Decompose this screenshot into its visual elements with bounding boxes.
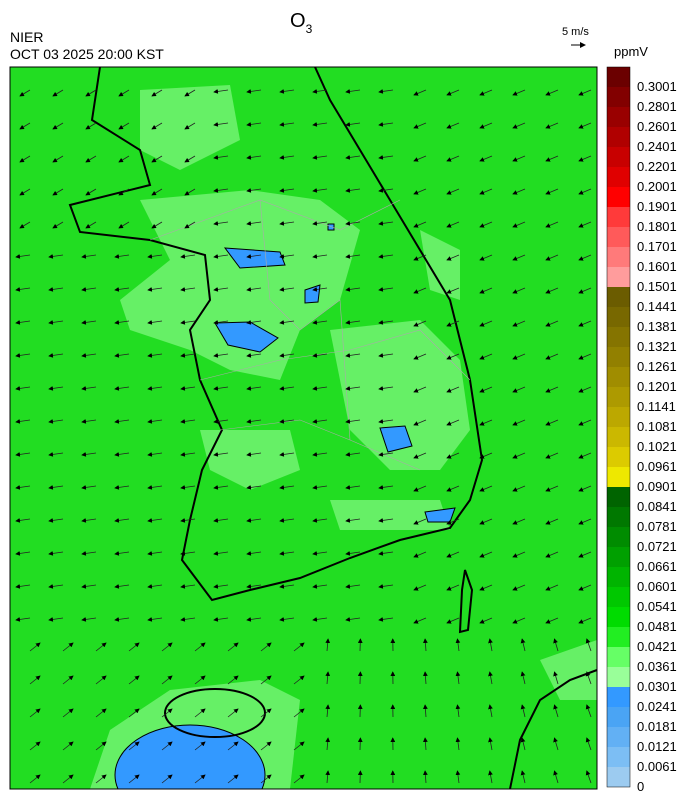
colorbar-bin (607, 707, 630, 727)
colorbar-label: 0.0181 (637, 719, 677, 734)
colorbar-label: 0.0721 (637, 539, 677, 554)
colorbar-label: 0.2001 (637, 179, 677, 194)
colorbar-label: 0.0361 (637, 659, 677, 674)
colorbar: 0.3001 0.2801 0.2601 0.2401 0.2201 0.2001 0.19… (607, 67, 677, 794)
colorbar-label: 0.2201 (637, 159, 677, 174)
colorbar-label: 0.3001 (637, 79, 677, 94)
colorbar-bin (607, 247, 630, 267)
colorbar-label: 0.0061 (637, 759, 677, 774)
colorbar-label: 0.0421 (637, 639, 677, 654)
colorbar-label: 0.1081 (637, 419, 677, 434)
colorbar-label: 0.0241 (637, 699, 677, 714)
colorbar-label: 0.0601 (637, 579, 677, 594)
colorbar-label: 0.2801 (637, 99, 677, 114)
colorbar-label: 0.1201 (637, 379, 677, 394)
colorbar-label: 0.1701 (637, 239, 677, 254)
colorbar-label: 0.1501 (637, 279, 677, 294)
title: O3 (290, 10, 313, 36)
colorbar-bin (607, 527, 630, 547)
wind-scale-label: 5 m/s (562, 26, 589, 38)
colorbar-label: 0.2601 (637, 119, 677, 134)
colorbar-bin (607, 467, 630, 487)
colorbar-bin (607, 567, 630, 587)
colorbar-bin (607, 447, 630, 467)
colorbar-bin (607, 607, 630, 627)
datetime: OCT 03 2025 20:00 KST (10, 46, 164, 62)
colorbar-label: 0.1801 (637, 219, 677, 234)
colorbar-label: 0.0301 (637, 679, 677, 694)
colorbar-bin (607, 627, 630, 647)
agency: NIER (10, 29, 43, 45)
colorbar-bin (607, 587, 630, 607)
colorbar-bin (607, 487, 630, 507)
colorbar-bin (607, 107, 630, 127)
colorbar-bin (607, 767, 630, 787)
colorbar-bin (607, 687, 630, 707)
colorbar-label: 0.1901 (637, 199, 677, 214)
colorbar-bin (607, 227, 630, 247)
colorbar-label: 0.0661 (637, 559, 677, 574)
colorbar-label: 0.0481 (637, 619, 677, 634)
colorbar-bin (607, 207, 630, 227)
colorbar-bin (607, 667, 630, 687)
colorbar-bin (607, 407, 630, 427)
colorbar-label: 0.1261 (637, 359, 677, 374)
colorbar-label: 0 (637, 779, 644, 794)
colorbar-bin (607, 547, 630, 567)
colorbar-bin (607, 507, 630, 527)
colorbar-bin (607, 147, 630, 167)
colorbar-label: 0.2401 (637, 139, 677, 154)
colorbar-bin (607, 127, 630, 147)
colorbar-bin (607, 327, 630, 347)
colorbar-bin (607, 387, 630, 407)
colorbar-bin (607, 427, 630, 447)
colorbar-label: 0.1321 (637, 339, 677, 354)
colorbar-label: 0.1021 (637, 439, 677, 454)
colorbar-label: 0.0121 (637, 739, 677, 754)
colorbar-bin (607, 347, 630, 367)
map (10, 67, 597, 798)
colorbar-bin (607, 727, 630, 747)
colorbar-label: 0.1381 (637, 319, 677, 334)
colorbar-label: 0.0781 (637, 519, 677, 534)
colorbar-bin (607, 367, 630, 387)
colorbar-label: 0.1441 (637, 299, 677, 314)
colorbar-bin (607, 647, 630, 667)
colorbar-bin (607, 67, 630, 87)
colorbar-label: 0.0841 (637, 499, 677, 514)
colorbar-label: 0.0961 (637, 459, 677, 474)
colorbar-bin (607, 167, 630, 187)
colorbar-label: 0.1141 (637, 399, 676, 414)
colorbar-bin (607, 187, 630, 207)
colorbar-bin (607, 87, 630, 107)
colorbar-label: 0.0901 (637, 479, 677, 494)
colorbar-label: 0.1601 (637, 259, 677, 274)
colorbar-bin (607, 747, 630, 767)
colorbar-bin (607, 267, 630, 287)
map-background (10, 67, 597, 789)
colorbar-label: 0.0541 (637, 599, 677, 614)
colorbar-bin (607, 307, 630, 327)
colorbar-unit: ppmV (614, 44, 648, 59)
colorbar-bin (607, 287, 630, 307)
